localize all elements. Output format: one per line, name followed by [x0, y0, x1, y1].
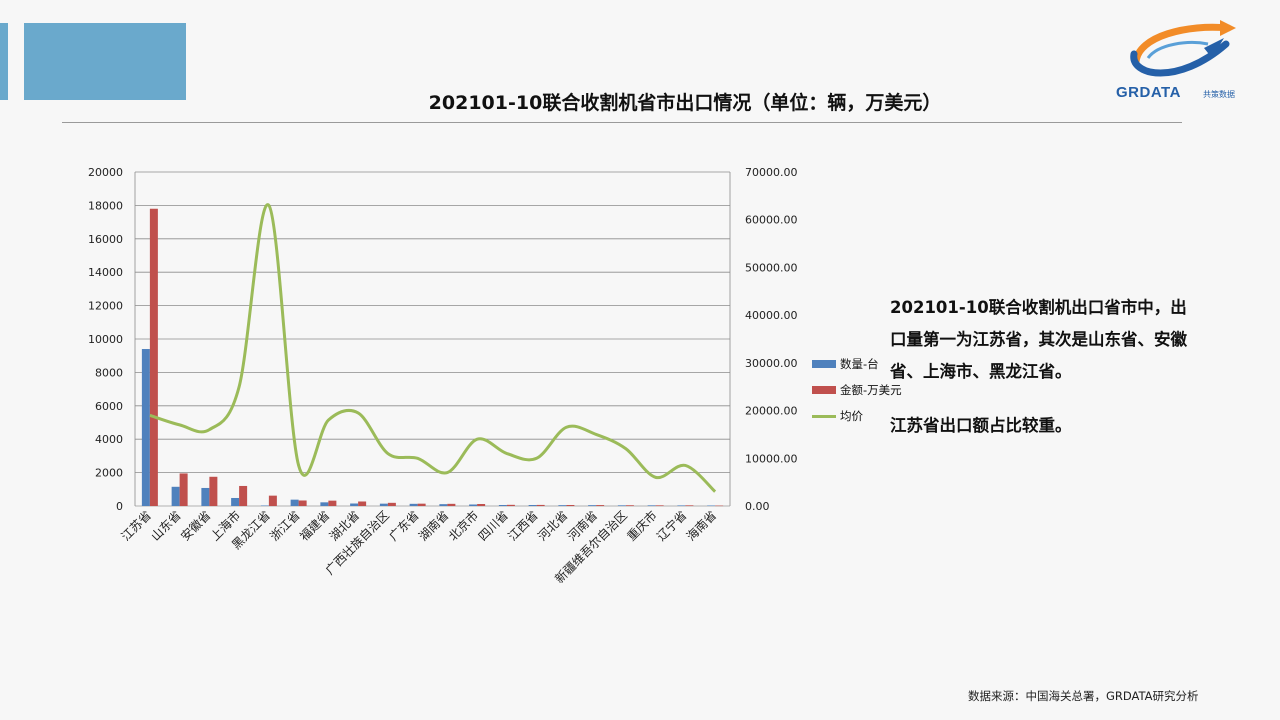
bar-quantity	[498, 504, 507, 506]
accent-block	[24, 23, 186, 100]
legend-label-price: 均价	[840, 409, 863, 423]
chart-legend: 数量-台 金额-万美元 均价	[812, 351, 902, 429]
bar-amount	[625, 505, 634, 506]
y2-tick-label: 40000.00	[745, 309, 798, 322]
bar-quantity	[231, 497, 240, 506]
bar-quantity	[141, 349, 150, 506]
bar-amount	[655, 505, 664, 506]
analysis-paragraph-2: 江苏省出口额占比较重。	[890, 416, 1072, 435]
y-tick-label: 20000	[88, 166, 123, 179]
y-tick-label: 12000	[88, 300, 123, 313]
logo-text: GRDATA	[1116, 84, 1181, 101]
x-tick-label: 海南省	[683, 508, 719, 544]
analysis-text: 202101-10联合收割机出口省市中，出口量第一为江苏省，其次是山东省、安徽省…	[890, 292, 1200, 442]
y-tick-label: 16000	[88, 233, 123, 246]
y-tick-label: 14000	[88, 266, 123, 279]
x-tick-label: 浙江省	[267, 508, 302, 543]
y2-tick-label: 10000.00	[745, 452, 798, 465]
bar-amount	[506, 504, 515, 506]
bar-amount	[477, 503, 486, 506]
analysis-paragraph-1: 202101-10联合收割机出口省市中，出口量第一为江苏省，其次是山东省、安徽省…	[890, 298, 1187, 381]
title-divider	[62, 122, 1182, 123]
legend-swatch-price	[812, 414, 836, 418]
legend-item-amount: 金额-万美元	[812, 377, 902, 403]
bar-amount	[536, 504, 545, 506]
bar-amount	[149, 208, 158, 507]
bar-amount	[298, 500, 307, 506]
bar-quantity	[350, 503, 359, 506]
y2-tick-label: 50000.00	[745, 261, 798, 274]
legend-label-quantity: 数量-台	[840, 357, 879, 371]
bar-quantity	[707, 505, 716, 506]
bar-quantity	[171, 486, 180, 506]
bar-quantity	[469, 504, 478, 506]
x-tick-label: 安徽省	[177, 508, 213, 544]
x-tick-label: 河北省	[535, 508, 570, 543]
bar-amount	[358, 501, 367, 506]
bar-amount	[566, 504, 575, 506]
bar-quantity	[439, 504, 448, 506]
x-tick-label: 山东省	[148, 508, 183, 543]
y-tick-label: 2000	[95, 467, 123, 480]
legend-item-quantity: 数量-台	[812, 351, 902, 377]
bar-amount	[447, 503, 456, 506]
data-source: 数据来源：中国海关总署，GRDATA研究分析	[968, 689, 1199, 703]
bar-quantity	[260, 505, 269, 506]
y2-tick-label: 20000.00	[745, 405, 798, 418]
bar-quantity	[528, 504, 537, 506]
logo-subtext: 共策数据	[1203, 90, 1235, 99]
legend-swatch-amount	[812, 386, 836, 394]
legend-swatch-quantity	[812, 360, 836, 368]
y-tick-label: 0	[116, 500, 123, 513]
legend-label-amount: 金额-万美元	[840, 383, 902, 397]
y-tick-label: 10000	[88, 333, 123, 346]
bar-amount	[596, 505, 605, 506]
x-tick-label: 北京市	[445, 508, 481, 544]
bar-amount	[209, 476, 218, 506]
bar-amount	[268, 495, 277, 506]
y-tick-label: 4000	[95, 433, 123, 446]
bar-quantity	[647, 505, 656, 506]
x-tick-label: 江苏省	[119, 508, 154, 543]
bar-amount	[179, 473, 188, 506]
bar-quantity	[588, 505, 597, 506]
x-tick-label: 福建省	[296, 508, 332, 544]
x-tick-label: 四川省	[476, 508, 511, 543]
bar-amount	[715, 505, 724, 507]
y2-tick-label: 60000.00	[745, 214, 798, 227]
accent-bar-small	[0, 23, 8, 100]
bar-quantity	[320, 502, 329, 506]
y2-tick-label: 70000.00	[745, 166, 798, 179]
x-tick-label: 重庆市	[624, 508, 660, 544]
x-tick-label: 广东省	[386, 508, 421, 543]
bar-amount	[417, 503, 426, 506]
bar-quantity	[379, 503, 388, 506]
x-tick-label: 湖南省	[415, 508, 451, 544]
page-title: 202101-10联合收割机省市出口情况（单位：辆，万美元）	[428, 92, 942, 114]
x-tick-label: 辽宁省	[653, 508, 689, 544]
y-tick-label: 8000	[95, 366, 123, 379]
y-tick-label: 6000	[95, 400, 123, 413]
bar-quantity	[677, 505, 686, 506]
bar-amount	[239, 485, 248, 506]
bar-amount	[328, 500, 337, 506]
bar-quantity	[290, 499, 299, 506]
bar-amount	[685, 505, 694, 506]
bar-quantity	[617, 505, 626, 506]
bar-quantity	[558, 505, 567, 506]
legend-item-price: 均价	[812, 403, 902, 429]
bar-quantity	[201, 487, 210, 506]
grdata-logo-icon	[1130, 20, 1236, 77]
x-tick-label: 江西省	[505, 508, 540, 543]
series-line-price	[149, 203, 717, 493]
bar-quantity	[409, 503, 418, 506]
y-tick-label: 18000	[88, 199, 123, 212]
y2-tick-label: 30000.00	[745, 357, 798, 370]
bar-amount	[387, 502, 396, 506]
y2-tick-label: 0.00	[745, 500, 770, 513]
